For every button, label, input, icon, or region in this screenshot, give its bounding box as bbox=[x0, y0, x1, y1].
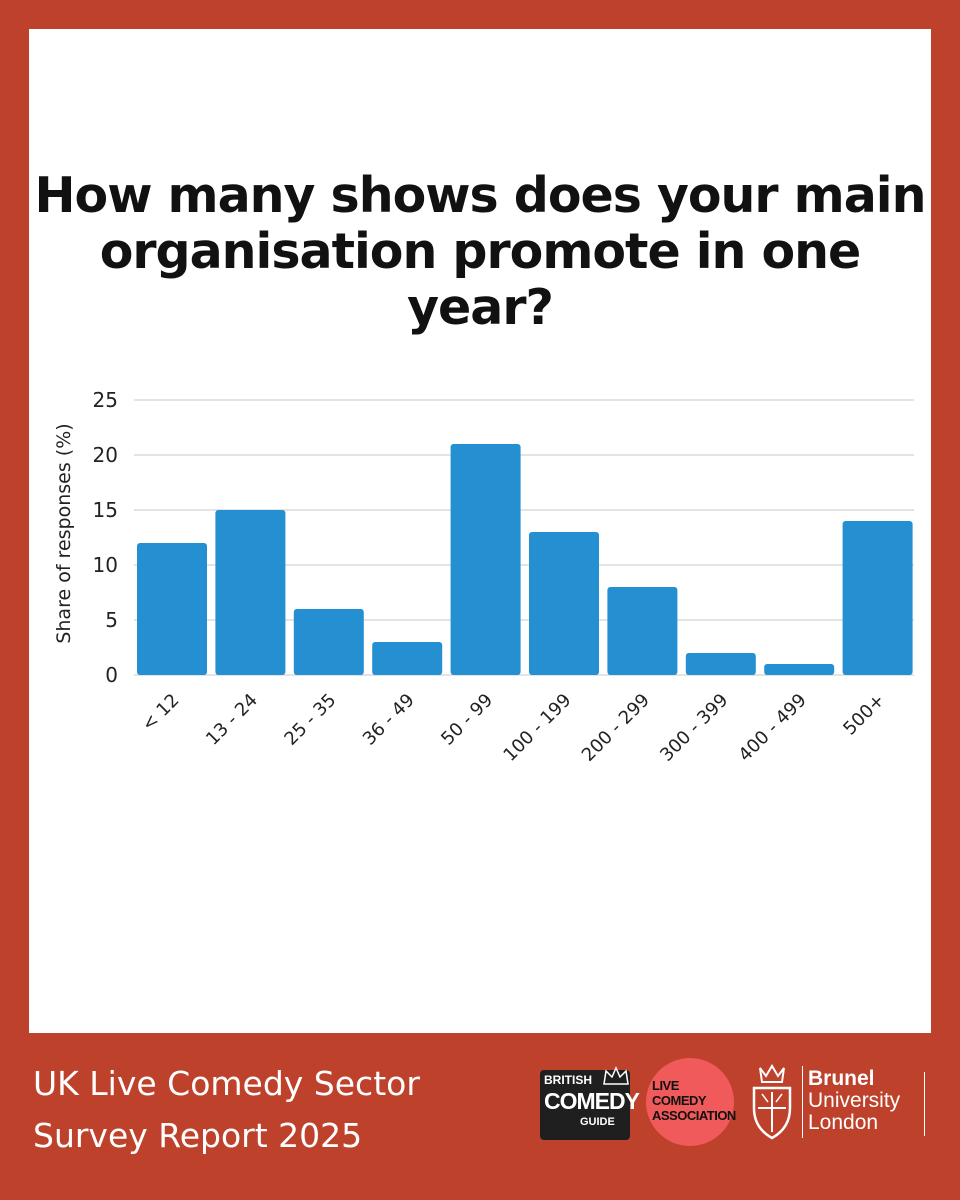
x-tick-label: 200 - 299 bbox=[578, 690, 654, 766]
british-comedy-guide-logo: BRITISH COMEDY GUIDE bbox=[540, 1066, 640, 1142]
bcg-logo-text-3: GUIDE bbox=[580, 1116, 615, 1128]
brunel-logo-text-1: Brunel bbox=[808, 1067, 875, 1090]
bar bbox=[372, 642, 443, 675]
bar bbox=[529, 532, 599, 675]
bar bbox=[137, 543, 207, 675]
chart-title: How many shows does your main organisati… bbox=[34, 167, 927, 336]
y-tick-label: 20 bbox=[93, 443, 118, 467]
x-tick-label: 13 - 24 bbox=[202, 690, 262, 750]
y-tick-label: 25 bbox=[93, 388, 118, 412]
lca-logo-text-1: LIVE bbox=[652, 1078, 679, 1093]
bar bbox=[764, 664, 835, 675]
bar bbox=[450, 444, 521, 675]
bar bbox=[842, 521, 913, 675]
brunel-logo-text-2: University bbox=[808, 1089, 901, 1112]
x-tick-label: 25 - 35 bbox=[280, 690, 340, 750]
bcg-logo-text-2: COMEDY bbox=[544, 1088, 640, 1114]
report-title-line1: UK Live Comedy Sector bbox=[33, 1064, 420, 1103]
y-tick-label: 10 bbox=[93, 553, 118, 577]
y-tick-label: 15 bbox=[93, 498, 118, 522]
bar bbox=[607, 587, 678, 675]
y-tick-label: 5 bbox=[105, 608, 118, 632]
live-comedy-association-logo: LIVE COMEDY ASSOCIATION bbox=[646, 1058, 736, 1146]
x-tick-label: 400 - 499 bbox=[735, 690, 811, 766]
brunel-logo-text-3: London bbox=[808, 1111, 879, 1134]
y-axis-label: Share of responses (%) bbox=[53, 423, 75, 643]
bcg-logo-text-1: BRITISH bbox=[544, 1073, 592, 1087]
report-title: UK Live Comedy Sector Survey Report 2025 bbox=[33, 1058, 553, 1162]
lca-logo-text-3: ASSOCIATION bbox=[652, 1108, 736, 1123]
x-tick-label: 100 - 199 bbox=[499, 690, 575, 766]
report-title-line2: Survey Report 2025 bbox=[33, 1116, 363, 1155]
x-tick-label: 300 - 399 bbox=[656, 690, 732, 766]
crown-icon bbox=[603, 1066, 629, 1085]
x-tick-label: < 12 bbox=[138, 690, 184, 736]
bar bbox=[293, 609, 364, 675]
y-tick-label: 0 bbox=[105, 663, 118, 687]
bar bbox=[685, 653, 756, 675]
x-tick-label: 50 - 99 bbox=[437, 690, 497, 750]
crest-icon bbox=[752, 1064, 792, 1140]
lca-logo-text-2: COMEDY bbox=[652, 1093, 707, 1108]
brunel-university-logo: Brunel University London bbox=[746, 1060, 936, 1144]
x-tick-label: 36 - 49 bbox=[359, 690, 419, 750]
x-tick-label: 500+ bbox=[839, 690, 889, 740]
bar bbox=[215, 510, 286, 675]
